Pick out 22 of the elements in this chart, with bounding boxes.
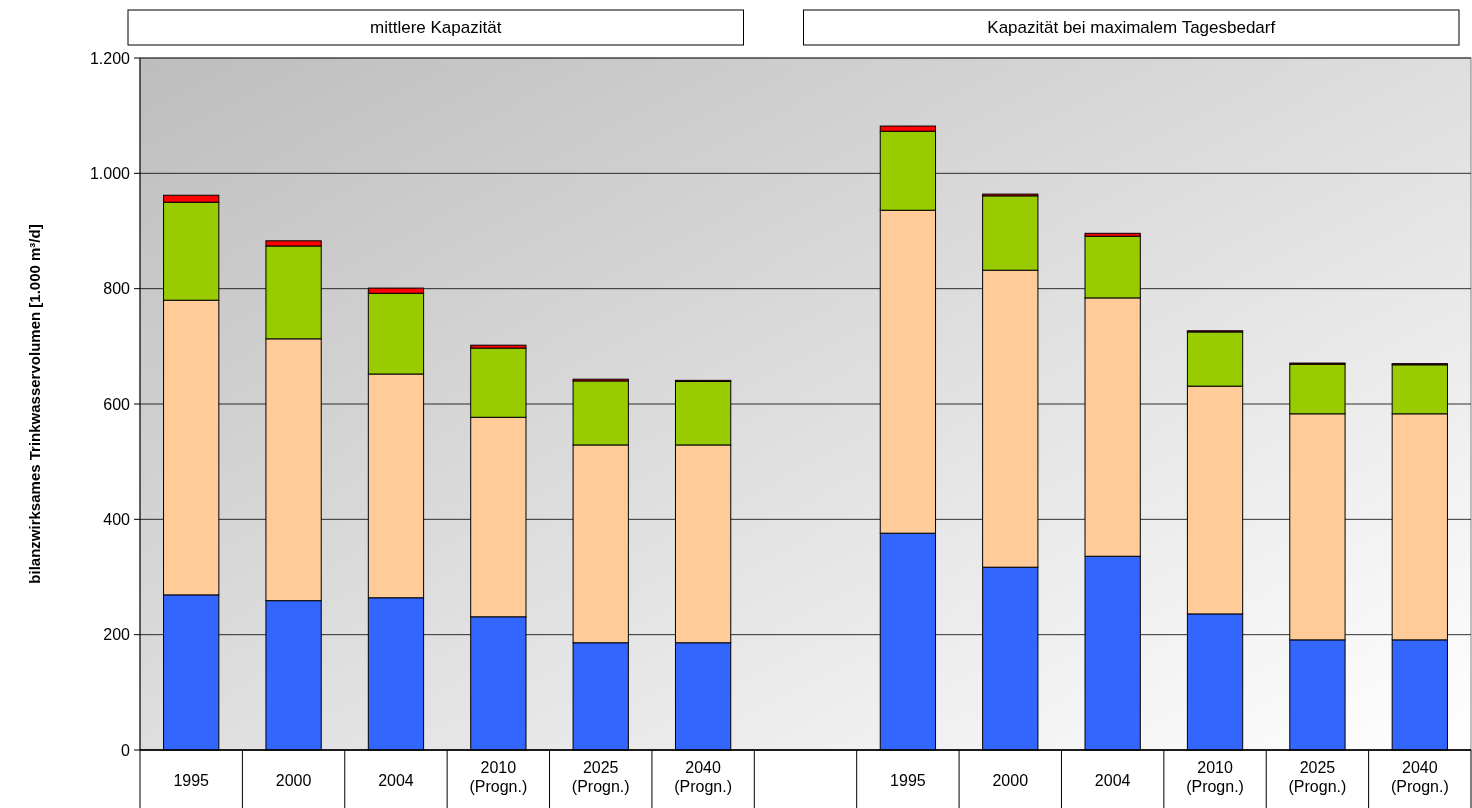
- x-tick-label: 2040 (Progn.): [674, 759, 733, 795]
- y-tick-label: 600: [103, 395, 131, 413]
- x-tick-label: 2004: [1094, 772, 1131, 789]
- y-tick-label: 1.200: [89, 49, 131, 67]
- y-tick-label: 200: [103, 626, 131, 644]
- x-tick-label: 2000: [992, 772, 1029, 789]
- x-tick-label: 2010 (Progn.): [469, 759, 528, 795]
- y-tick-label: 0: [121, 741, 131, 759]
- x-tick-label: 1995: [173, 772, 210, 789]
- x-tick-label: 2000: [275, 772, 312, 789]
- x-tick-label: 2025 (Progn.): [1288, 759, 1347, 795]
- x-tick-label: 2040 (Progn.): [1390, 759, 1449, 795]
- text: Kapazität bei maximalem Tagesbedarf: [987, 18, 1276, 37]
- y-axis-title: bilanzwirksames Trinkwasservolumen [1.000 m³/d]: [26, 224, 43, 584]
- y-tick-label: 1.000: [89, 164, 131, 182]
- y-tick-label: 400: [103, 510, 131, 528]
- x-tick-label: 2004: [378, 772, 414, 789]
- x-tick-label: 2025 (Progn.): [571, 759, 630, 795]
- x-tick-label: 1995: [890, 772, 926, 789]
- y-tick-label: 800: [103, 280, 131, 298]
- x-tick-label: 2010 (Progn.): [1186, 759, 1244, 795]
- text: mittlere Kapazität: [370, 18, 502, 37]
